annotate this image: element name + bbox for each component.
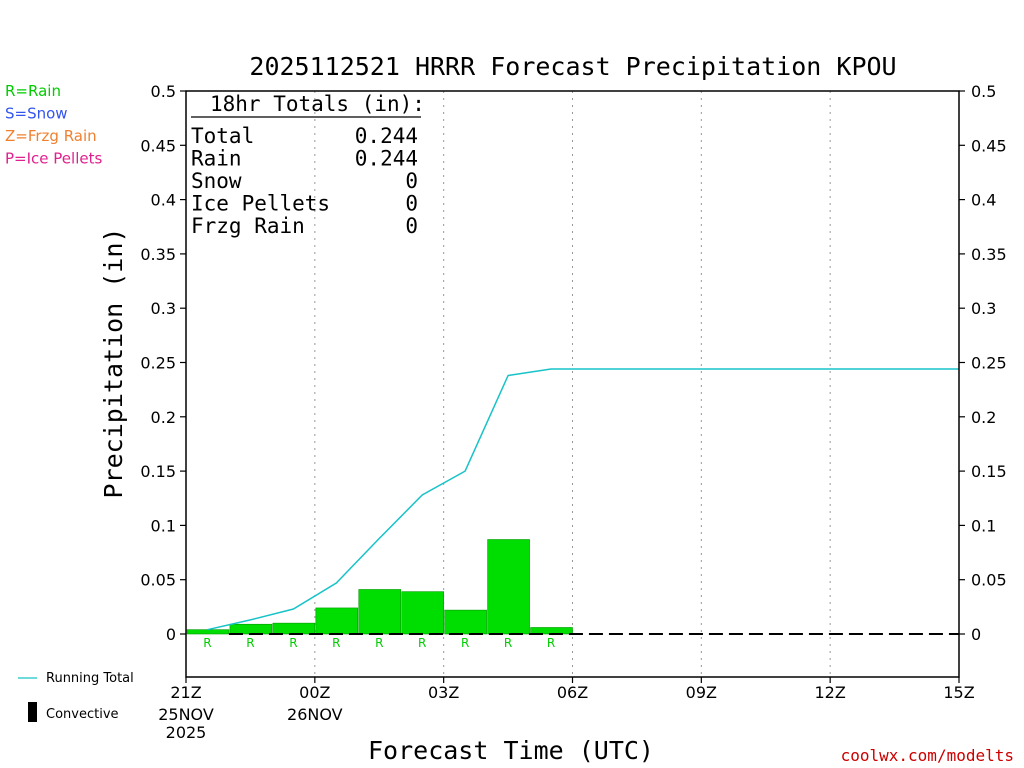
footer-credit: coolwx.com/modelts — [841, 746, 1014, 765]
y-tick-label-left: 0.4 — [151, 191, 176, 210]
convective-swatch — [28, 702, 37, 722]
precip-type-label-3: R — [332, 636, 340, 650]
precip-type-label-4: R — [375, 636, 383, 650]
totals-row-value: 0.244 — [355, 124, 418, 148]
precip-type-label-6: R — [461, 636, 469, 650]
y-axis-left: 0 0.05 0.1 0.15 0.2 0.25 0.3 0.35 0.4 0.45 0.5 — [140, 82, 186, 644]
precip-bar-1 — [229, 623, 273, 635]
y-tick-label-right: 0.15 — [971, 462, 1007, 481]
x-tick-label: 21Z — [170, 683, 201, 702]
x-tick-date: 25NOV — [158, 705, 214, 724]
totals-row-label: Rain — [191, 147, 242, 171]
y-tick-label-left: 0.25 — [140, 354, 176, 373]
type-legend-item: S=Snow — [5, 105, 68, 123]
y-tick-label-left: 0.35 — [140, 245, 176, 264]
convective-legend-label: Convective — [46, 707, 119, 722]
precip-bar-6 — [444, 609, 487, 635]
precip-bar-2 — [272, 622, 316, 635]
y-tick-label-left: 0.2 — [151, 408, 176, 427]
totals-row-value: 0 — [405, 169, 418, 193]
series-legend: Running Total Convective — [18, 671, 134, 722]
y-tick-label-right: 0.3 — [971, 299, 996, 318]
x-tick-date: 26NOV — [287, 705, 343, 724]
y-axis-right: 0 0.05 0.1 0.15 0.2 0.25 0.3 0.35 0.4 0.45 0.5 — [959, 82, 1007, 644]
totals-row-label: Ice Pellets — [191, 192, 330, 216]
x-tick-label: 03Z — [428, 683, 459, 702]
y-tick-label-right: 0.45 — [971, 136, 1007, 155]
y-tick-label-left: 0.45 — [140, 136, 176, 155]
y-axis-label: Precipitation (in) — [99, 228, 128, 499]
running-total-legend-label: Running Total — [46, 671, 134, 686]
y-tick-label-right: 0 — [971, 625, 981, 644]
y-tick-label-left: 0.5 — [151, 82, 176, 101]
precip-type-label-2: R — [289, 636, 297, 650]
precip-type-label-7: R — [504, 636, 512, 650]
totals-header: 18hr Totals (in): — [210, 92, 425, 116]
y-tick-label-right: 0.2 — [971, 408, 996, 427]
chart-title: 2025112521 HRRR Forecast Precipitation K… — [249, 52, 896, 81]
y-tick-label-right: 0.25 — [971, 354, 1007, 373]
y-tick-label-left: 0.1 — [151, 516, 176, 535]
precip-type-legend: R=Rain S=Snow Z=Frzg Rain P=Ice Pellets — [5, 82, 102, 168]
totals-row-value: 0 — [405, 214, 418, 238]
type-legend-item: P=Ice Pellets — [5, 150, 102, 168]
y-tick-label-left: 0 — [166, 625, 176, 644]
x-axis-label: Forecast Time (UTC) — [368, 736, 654, 765]
precip-bar-7 — [487, 539, 530, 635]
x-tick-label: 00Z — [299, 683, 330, 702]
x-tick-label: 15Z — [943, 683, 974, 702]
running-total-group — [207, 368, 959, 631]
type-legend-item: Z=Frzg Rain — [5, 127, 97, 145]
precip-type-label-8: R — [547, 636, 555, 650]
grid-lines — [314, 91, 831, 677]
bars-group — [186, 539, 573, 635]
y-tick-label-right: 0.4 — [971, 191, 996, 210]
totals-row-label: Snow — [191, 169, 242, 193]
totals-row-value: 0.244 — [355, 147, 418, 171]
y-tick-label-right: 0.5 — [971, 82, 996, 101]
precip-bar-5 — [401, 591, 444, 635]
y-tick-label-right: 0.05 — [971, 571, 1007, 590]
totals-box: 18hr Totals (in): Total 0.244 Rain 0.244 Sno… — [191, 92, 425, 238]
totals-row-label: Total — [191, 124, 254, 148]
y-tick-label-left: 0.3 — [151, 299, 176, 318]
type-legend-item: R=Rain — [5, 82, 61, 100]
totals-row-value: 0 — [405, 192, 418, 216]
running-total-line — [207, 368, 959, 631]
x-tick-year: 2025 — [166, 723, 207, 742]
y-tick-label-right: 0.1 — [971, 516, 996, 535]
x-tick-label: 09Z — [686, 683, 717, 702]
precip-type-label-1: R — [246, 636, 254, 650]
totals-row-label: Frzg Rain — [191, 214, 305, 238]
y-tick-label-left: 0.15 — [140, 462, 176, 481]
precip-bar-3 — [315, 607, 359, 635]
precip-type-label-0: R — [203, 636, 211, 650]
x-tick-label: 12Z — [815, 683, 846, 702]
x-tick-label: 06Z — [557, 683, 588, 702]
y-tick-label-left: 0.05 — [140, 571, 176, 590]
precip-bar-4 — [358, 589, 402, 635]
y-tick-label-right: 0.35 — [971, 245, 1007, 264]
precip-type-label-5: R — [418, 636, 426, 650]
